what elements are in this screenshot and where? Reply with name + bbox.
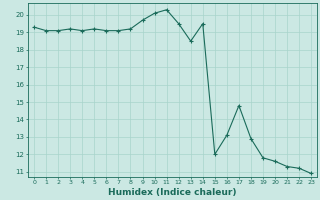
X-axis label: Humidex (Indice chaleur): Humidex (Indice chaleur) [108,188,237,197]
